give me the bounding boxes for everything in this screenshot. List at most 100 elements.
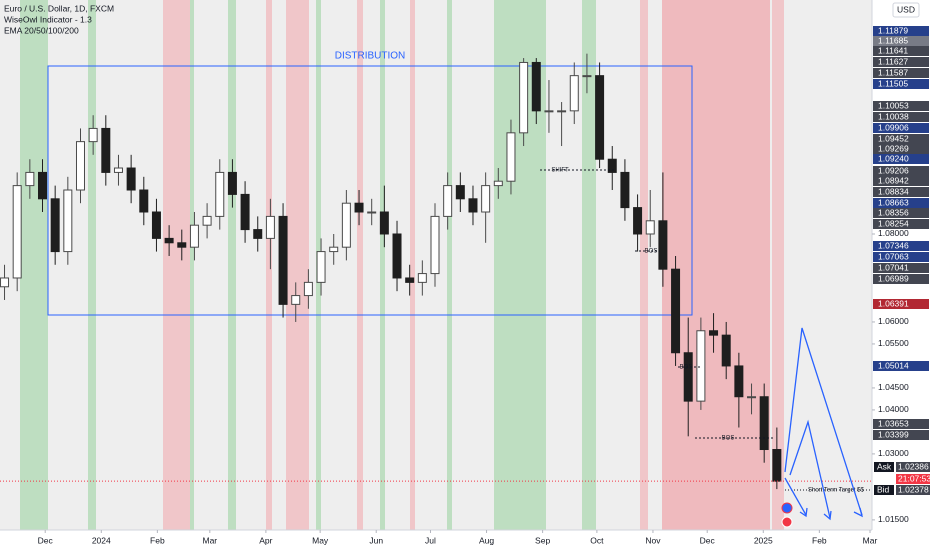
candle-body — [519, 61, 529, 134]
x-tick-label: Dec — [38, 535, 54, 545]
y-tick-label: 1.04000 — [878, 404, 909, 414]
price-label: 1.06391 — [878, 298, 909, 308]
price-label: 1.09452 — [878, 133, 909, 143]
candle-body — [417, 273, 427, 283]
price-label-box — [873, 68, 929, 78]
bid-box — [896, 485, 930, 495]
x-tick-label: Apr — [259, 535, 272, 545]
currency-box[interactable] — [892, 2, 920, 18]
price-label-box — [873, 361, 929, 371]
y-tick-label: 1.08000 — [878, 228, 909, 238]
candle-body — [544, 110, 554, 113]
price-label-box — [873, 134, 929, 144]
price-label: 1.11587 — [878, 67, 908, 77]
event-icon[interactable] — [781, 502, 793, 514]
price-label-box — [873, 176, 929, 186]
price-label-box — [873, 36, 929, 46]
x-tick-label: 2025 — [754, 535, 773, 545]
x-tick-label: Aug — [479, 535, 494, 545]
price-label: 1.11505 — [878, 78, 908, 88]
candle-body — [633, 207, 643, 235]
price-label: 1.09240 — [878, 153, 909, 163]
candle-body — [658, 220, 668, 270]
x-tick-label: Nov — [645, 535, 661, 545]
price-label: 1.09906 — [878, 122, 909, 132]
candle-body — [620, 171, 630, 209]
time-axis — [0, 530, 872, 550]
target-label: Short Term Target $$ — [808, 488, 864, 494]
candle-body — [113, 167, 123, 173]
price-label-box — [873, 241, 929, 251]
price-label: 1.07346 — [878, 240, 909, 250]
candle-body — [506, 132, 516, 182]
x-tick-label: Jun — [369, 535, 383, 545]
candle-body — [595, 75, 605, 160]
candle-body — [12, 185, 22, 279]
candle-body — [683, 352, 693, 402]
y-tick-label: 1.03000 — [878, 448, 909, 458]
price-label: 1.11627 — [878, 56, 908, 66]
price-label: 1.09206 — [878, 165, 909, 175]
price-label-box — [873, 419, 929, 429]
event-icon[interactable] — [781, 516, 793, 528]
candle-body — [265, 215, 275, 239]
arrow-head — [853, 507, 863, 518]
currency-label: USD — [897, 4, 915, 14]
price-label-box — [873, 123, 929, 133]
price-label-box — [873, 299, 929, 309]
x-tick-label: 2024 — [92, 535, 111, 545]
price-label: 1.06989 — [878, 273, 909, 283]
x-tick-label: Sep — [535, 535, 550, 545]
candle-body — [164, 237, 174, 244]
x-tick-label: Mar — [202, 535, 217, 545]
price-label: 1.08254 — [878, 218, 909, 228]
candle-body — [772, 449, 782, 482]
candle-body — [367, 211, 377, 214]
price-label: 1.08356 — [878, 207, 909, 217]
candle-body — [696, 330, 706, 402]
x-tick-label: May — [312, 535, 329, 545]
candle-body — [278, 215, 288, 305]
candle-body — [227, 171, 237, 195]
candle-body — [25, 171, 35, 187]
ask-tag — [874, 462, 894, 472]
x-tick-label: Dec — [700, 535, 716, 545]
price-label-box — [873, 430, 929, 440]
distribution-box — [47, 65, 693, 316]
candle-body — [455, 185, 465, 200]
candle-body — [303, 281, 313, 297]
bid-price: 1.02378 — [898, 484, 929, 494]
price-label-box — [873, 263, 929, 273]
indicator-label: WiseOwl Indicator - 1.3 — [4, 14, 92, 24]
projection-arrow — [784, 327, 863, 516]
price-label: 1.03399 — [878, 429, 909, 439]
candle-body — [316, 251, 326, 283]
price-label: 1.10038 — [878, 111, 909, 121]
candle-body — [329, 246, 339, 253]
price-label-box — [873, 166, 929, 176]
candle-body — [88, 127, 98, 143]
candle-body — [569, 75, 579, 112]
candle-body — [189, 224, 199, 248]
candle-body — [481, 185, 491, 213]
price-label: 1.10053 — [878, 100, 909, 110]
countdown-box — [896, 474, 930, 484]
candle-body — [734, 365, 744, 398]
candle-body — [721, 334, 731, 367]
bid-tag — [874, 485, 894, 495]
x-tick-label: Feb — [812, 535, 827, 545]
ask-price: 1.02386 — [898, 461, 929, 471]
candle-body — [671, 268, 681, 354]
x-tick-label: Oct — [590, 535, 604, 545]
candle-body — [430, 215, 440, 275]
symbol-title: Euro / U.S. Dollar, 1D, FXCM — [4, 3, 114, 13]
candle-body — [0, 277, 10, 288]
candle-body — [139, 189, 149, 213]
candle-body — [151, 211, 161, 239]
candle-body — [215, 171, 225, 217]
candle-body — [582, 75, 592, 78]
candle-body — [50, 198, 60, 253]
y-tick-label: 1.04500 — [878, 382, 909, 392]
countdown: 21:07:53 — [898, 473, 931, 483]
